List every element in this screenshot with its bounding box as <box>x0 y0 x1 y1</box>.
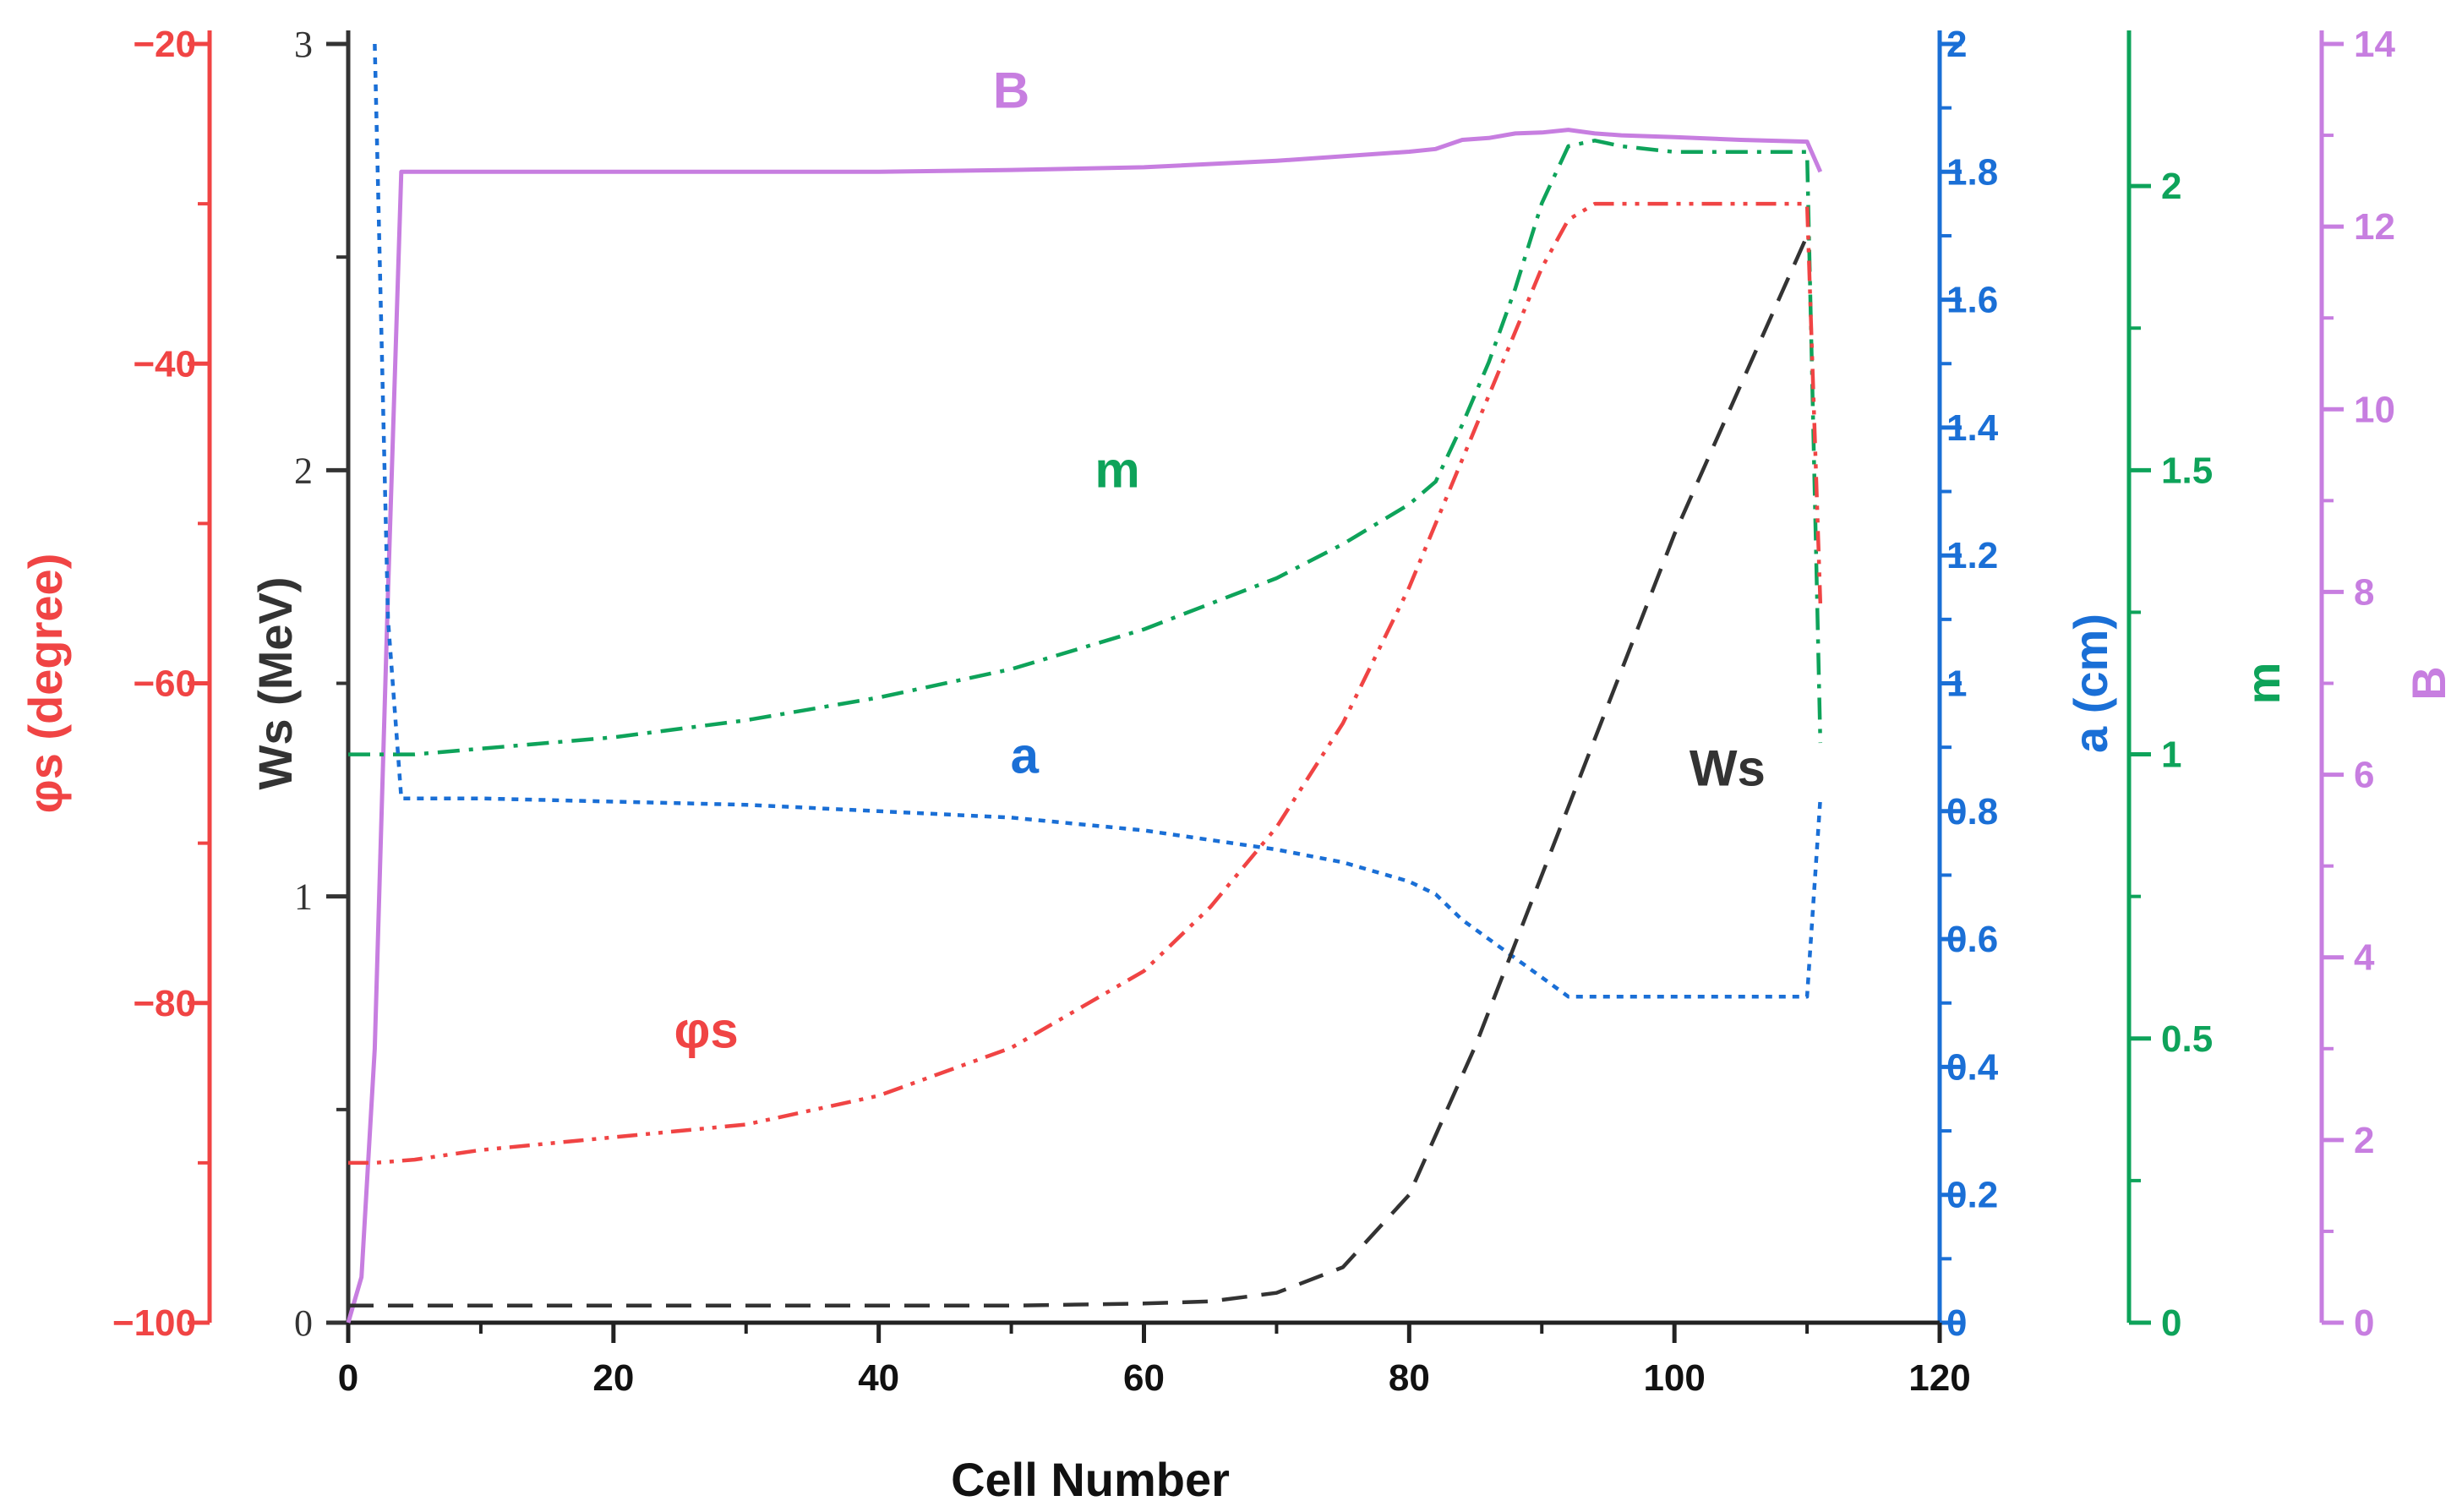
tick-label-m: 0.5 <box>2161 1018 2213 1060</box>
tick-label-B: 14 <box>2354 24 2395 65</box>
series-line-Ws <box>348 235 1810 1308</box>
tick-label-a: 0.6 <box>1946 919 1998 960</box>
x-tick-label: 20 <box>592 1357 634 1399</box>
tick-label-a: 1.8 <box>1946 151 1998 193</box>
series-line-φs <box>348 201 1823 1165</box>
tick-label-B: 8 <box>2354 571 2374 613</box>
tick-label-B: 10 <box>2354 389 2395 430</box>
tick-label-a: 0.8 <box>1946 791 1998 832</box>
series-label-B: B <box>993 63 1029 119</box>
tick-label-phi: −60 <box>133 663 196 705</box>
tick-label-a: 1 <box>1946 663 1967 705</box>
x-tick-label: 60 <box>1123 1357 1165 1399</box>
axis-title-m: m <box>2236 663 2290 705</box>
tick-label-a: 1.4 <box>1946 407 1999 449</box>
series-line-a <box>373 43 1823 999</box>
x-tick-label: 40 <box>858 1357 899 1399</box>
tick-label-ws: 0 <box>294 1302 313 1344</box>
axis-title-a: a (cm) <box>2064 614 2117 753</box>
series-line-B <box>346 128 1823 1324</box>
series-label-m: m <box>1095 442 1139 499</box>
x-tick-label: 80 <box>1389 1357 1430 1399</box>
series-label-a: a <box>1011 727 1040 783</box>
tick-label-ws: 1 <box>294 876 313 918</box>
tick-label-ws: 2 <box>294 450 313 491</box>
tick-label-phi: −20 <box>133 24 196 65</box>
x-tick-label: 0 <box>338 1357 358 1399</box>
tick-label-a: 1.2 <box>1946 535 1998 576</box>
tick-label-B: 2 <box>2354 1120 2374 1161</box>
tick-label-ws: 3 <box>294 24 313 65</box>
series-line-m <box>348 139 1823 756</box>
tick-label-a: 0 <box>1946 1302 1967 1344</box>
tick-label-phi: −100 <box>112 1302 196 1344</box>
series-label-φs: φs <box>674 1002 739 1059</box>
x-tick-label: 120 <box>1908 1357 1970 1399</box>
tick-label-a: 0.4 <box>1946 1046 1999 1088</box>
axis-title-B: B <box>2402 666 2455 700</box>
annotation-layer: Bm a φs Ws <box>674 63 1766 1059</box>
tick-label-m: 2 <box>2161 166 2181 207</box>
series-layer <box>346 43 1823 1324</box>
tick-label-m: 1.5 <box>2161 450 2213 491</box>
tick-label-a: 1.6 <box>1946 280 1998 321</box>
tick-label-B: 0 <box>2354 1302 2374 1344</box>
tick-label-B: 12 <box>2354 206 2395 248</box>
axis-title-phi: φs (degree) <box>19 554 72 814</box>
series-label-Ws: Ws <box>1690 740 1766 797</box>
x-axis-title: Cell Number <box>951 1453 1230 1506</box>
tick-label-phi: −40 <box>133 343 196 385</box>
tick-label-B: 4 <box>2354 937 2375 979</box>
tick-label-phi: −80 <box>133 983 196 1024</box>
tick-label-m: 0 <box>2161 1302 2181 1344</box>
x-tick-label: 100 <box>1643 1357 1705 1399</box>
tick-label-a: 2 <box>1946 24 1967 65</box>
tick-label-a: 0.2 <box>1946 1175 1998 1216</box>
axis-title-ws: Ws (MeV) <box>248 577 302 790</box>
tick-label-B: 6 <box>2354 755 2374 796</box>
tick-label-m: 1 <box>2161 734 2181 776</box>
